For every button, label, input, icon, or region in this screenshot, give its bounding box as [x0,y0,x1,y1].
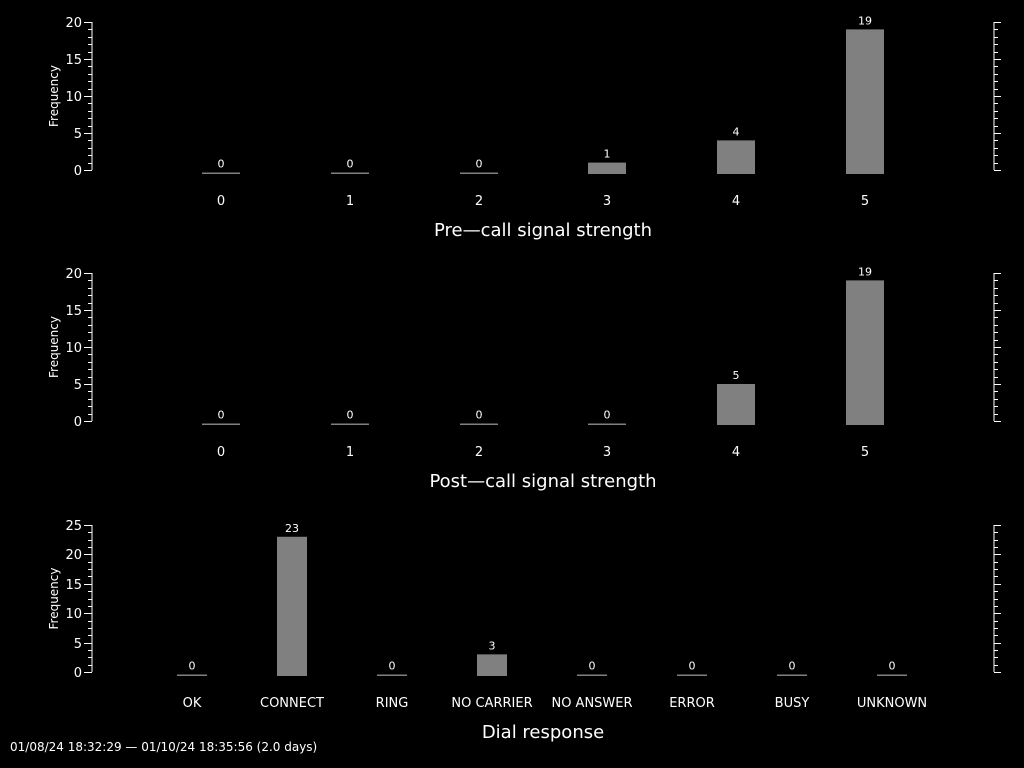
bar-value-label: 0 [789,660,796,673]
bar-value-label: 0 [589,660,596,673]
bar-value-label: 0 [889,660,896,673]
bar-0 [202,172,240,174]
bar-value-label: 19 [858,265,872,278]
bar-value-label: 0 [604,409,611,422]
bar-5 [846,29,884,175]
y-tick-label: 0 [74,415,82,430]
bar-3 [588,162,626,174]
bar-no-carrier [477,654,507,676]
x-category-label: 3 [603,194,611,209]
bar-connect [277,536,307,676]
y-tick-label: 10 [65,607,82,622]
y-tick-label: 0 [74,666,82,681]
x-category-label: 5 [861,194,869,209]
x-category-label: 3 [603,445,611,460]
time-range-footer: 01/08/24 18:32:29 — 01/10/24 18:35:56 (2… [10,740,318,754]
y-axis-title: Frequency [47,316,61,378]
x-axis-title: Pre—call signal strength [434,220,652,241]
bar-busy [777,674,807,676]
y-tick-label: 0 [74,164,82,179]
bar-ok [177,674,207,676]
y-tick-label: 5 [74,637,82,652]
x-category-label: 2 [475,194,483,209]
bar-value-label: 0 [347,158,354,171]
y-tick-label: 10 [65,90,82,105]
bar-value-label: 4 [733,125,740,138]
bar-value-label: 3 [489,639,496,652]
x-category-label: 4 [732,194,740,209]
bar-value-label: 19 [858,14,872,27]
y-tick-label: 5 [74,127,82,142]
bar-1 [331,172,369,174]
bar-4 [717,384,755,425]
x-category-label: CONNECT [260,696,324,711]
x-category-label: RING [376,696,409,711]
x-category-label: 1 [346,445,354,460]
y-tick-label: 15 [65,304,82,319]
y-tick-label: 20 [65,16,82,31]
y-tick-label: 20 [65,548,82,563]
bar-2 [460,172,498,174]
y-axis-title: Frequency [47,65,61,127]
bar-value-label: 0 [476,409,483,422]
x-axis-title: Post—call signal strength [429,471,656,492]
bar-4 [717,140,755,174]
y-tick-label: 15 [65,53,82,68]
y-tick-label: 10 [65,341,82,356]
x-category-label: 2 [475,445,483,460]
bar-no-answer [577,674,607,676]
bar-value-label: 1 [604,148,611,161]
bar-unknown [877,674,907,676]
bar-2 [460,423,498,425]
bar-value-label: 0 [689,660,696,673]
y-tick-label: 25 [65,519,82,534]
x-category-label: OK [183,696,202,711]
x-category-label: ERROR [669,696,715,711]
bar-value-label: 5 [733,369,740,382]
bar-value-label: 0 [476,158,483,171]
bar-value-label: 0 [218,158,225,171]
x-category-label: UNKNOWN [857,696,927,711]
bar-value-label: 0 [189,660,196,673]
bar-error [677,674,707,676]
x-category-label: 0 [217,445,225,460]
bar-value-label: 0 [218,409,225,422]
bar-value-label: 23 [285,522,299,535]
y-axis-title: Frequency [47,568,61,630]
y-tick-label: 15 [65,578,82,593]
bar-5 [846,280,884,425]
x-axis-title: Dial response [482,722,604,743]
x-category-label: 0 [217,194,225,209]
x-category-label: BUSY [775,696,810,711]
x-category-label: 4 [732,445,740,460]
bar-value-label: 0 [347,409,354,422]
x-category-label: 5 [861,445,869,460]
x-category-label: NO CARRIER [451,696,532,711]
bar-ring [377,674,407,676]
x-category-label: 1 [346,194,354,209]
bar-1 [331,423,369,425]
y-tick-label: 5 [74,378,82,393]
bar-value-label: 0 [389,660,396,673]
x-category-label: NO ANSWER [551,696,632,711]
y-tick-label: 20 [65,267,82,282]
chart-panel-3: 0 5 10 15 20 25 Frequency 0 OK 23 CONNECT 0 RING 3 NO … [47,519,1001,743]
chart-panel-2: 05101520Frequency0001020354195Post—call … [47,265,1001,492]
bar-3 [588,423,626,425]
bar-0 [202,423,240,425]
